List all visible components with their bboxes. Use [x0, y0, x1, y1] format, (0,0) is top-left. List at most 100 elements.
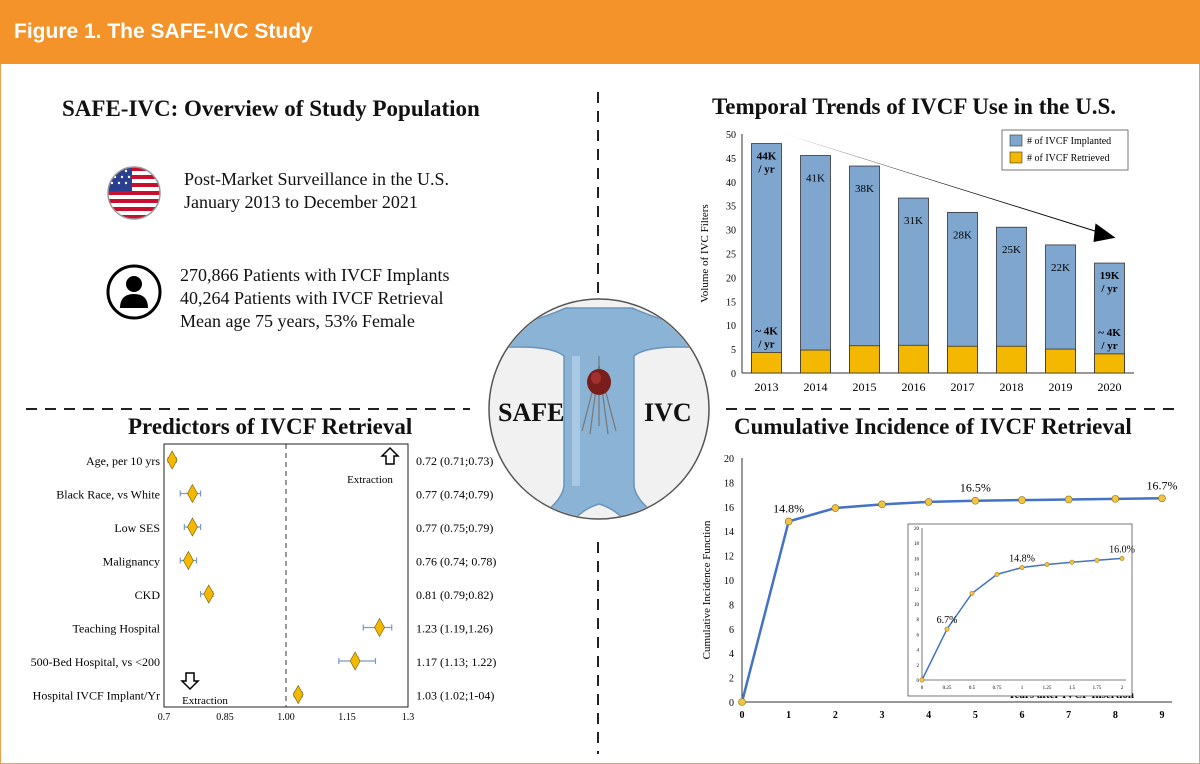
- inset-y-tick-label: 10: [914, 603, 920, 608]
- forest-annotation-up: Extraction: [347, 474, 393, 486]
- up-arrow-icon: [380, 446, 400, 465]
- person-icon: [106, 264, 162, 320]
- bar-x-tick-label: 2016: [902, 380, 926, 394]
- bar-y-tick-label: 0: [731, 369, 736, 380]
- inset-y-tick-label: 2: [917, 664, 920, 669]
- line-x-tick-label: 2: [833, 710, 838, 721]
- ivc-filter-illustration: [488, 298, 710, 520]
- bar-retrieved-label: ~ 4K: [1098, 327, 1121, 339]
- bar-legend: # of IVCF Implanted # of IVCF Retrieved: [1001, 129, 1129, 171]
- bar-legend-box: [1001, 129, 1129, 171]
- bar-legend-label-implanted: # of IVCF Implanted: [1027, 136, 1111, 147]
- bar-retrieved-suffix: / yr: [757, 338, 774, 350]
- bar-x-tick-label: 2017: [951, 380, 975, 394]
- bar-retrieved: [1045, 348, 1076, 374]
- inset-annotation: 6.7%: [937, 615, 958, 626]
- bar-value-label: 41K: [806, 173, 825, 185]
- bar-y-tick-label: 15: [726, 297, 736, 308]
- inset-y-tick-label: 0: [917, 679, 920, 684]
- inset-line-point: [1019, 565, 1025, 570]
- forest-estimate-marker: [374, 617, 385, 638]
- line-y-tick-label: 2: [729, 674, 734, 685]
- inset-x-tick-label: 0.25: [943, 686, 952, 691]
- bar-x-tick-label: 2013: [755, 380, 779, 394]
- forest-row-estimate-text: 1.03 (1.02;1-04): [416, 689, 494, 703]
- bar-y-tick-label: 20: [726, 273, 736, 284]
- line-point: [831, 504, 840, 512]
- inset-x-tick-label: 0: [921, 686, 924, 691]
- inset-annotation: 14.8%: [1009, 554, 1035, 565]
- us-flag-icon: [107, 166, 161, 220]
- forest-row-label: Malignancy: [103, 555, 160, 569]
- bar-x-tick-label: 2020: [1098, 380, 1122, 394]
- line-point: [924, 498, 933, 506]
- overview-line-1: Post-Market Surveillance in the U.S.: [184, 169, 449, 189]
- line-x-tick-label: 4: [926, 710, 931, 721]
- line-y-tick-label: 8: [729, 600, 734, 611]
- section-dividers: [26, 92, 1180, 754]
- bar-value-label: 44K: [757, 151, 777, 163]
- inset-x-tick-label: 0.5: [969, 686, 976, 691]
- line-x-tick-label: 5: [973, 710, 978, 721]
- line-point: [1111, 495, 1120, 503]
- forest-row-label: Hospital IVCF Implant/Yr: [33, 689, 160, 703]
- bar-legend-swatch-implanted: [1009, 134, 1023, 147]
- forest-estimate-marker: [183, 550, 194, 571]
- overview-line-5: Mean age 75 years, 53% Female: [180, 311, 415, 331]
- forest-x-tick-label: 1.00: [277, 712, 295, 723]
- bar-retrieved: [849, 345, 880, 374]
- bar-retrieved: [947, 345, 978, 374]
- bar-retrieved: [800, 349, 831, 374]
- forest-row-label: Black Race, vs White: [56, 488, 160, 502]
- forest-x-tick-label: 0.7: [158, 712, 171, 723]
- line-point: [1018, 496, 1026, 504]
- forest-x-tick-label: 1.3: [402, 712, 415, 723]
- forest-estimate-marker: [203, 584, 215, 604]
- inset-x-tick-label: 1: [1021, 686, 1024, 691]
- bar-x-tick-label: 2018: [1000, 380, 1024, 394]
- forest-row-estimate-text: 0.81 (0.79;0.82): [416, 588, 493, 602]
- forest-row-label: 500-Bed Hospital, vs <200: [31, 655, 160, 669]
- forest-estimate-marker: [349, 651, 361, 671]
- bar-value-label: 22K: [1051, 262, 1070, 274]
- bar-chart: 0 5 10 15 20 25 30 35 40 45 50 Volume of IVC Filter…: [699, 129, 1134, 394]
- inset-y-tick-label: 14: [914, 573, 920, 578]
- forest-plot: 0.7 0.85 1.00 1.15 1.3 Age, per 10 yrs 0.72 (0…: [31, 443, 496, 723]
- bar-legend-swatch-retrieved: [1009, 151, 1023, 164]
- bar-implanted: [800, 155, 831, 374]
- line-x-tick-label: 6: [1020, 710, 1025, 721]
- bar-y-tick-label: 10: [726, 321, 736, 332]
- line-y-axis-label: Cumulative Incidence Function: [701, 520, 713, 659]
- forest-row-estimate-text: 0.77 (0.74;0.79): [416, 488, 493, 502]
- forest-row-label: Low SES: [114, 521, 160, 535]
- line-y-tick-label: 12: [724, 552, 734, 563]
- inset-y-tick-label: 4: [917, 649, 920, 654]
- line-point: [1158, 494, 1166, 503]
- bar-y-tick-label: 40: [726, 178, 736, 189]
- line-series: [740, 497, 1163, 703]
- line-y-tick-label: 4: [729, 649, 734, 660]
- inset-line-point: [994, 571, 1000, 577]
- line-x-tick-label: 8: [1113, 710, 1118, 721]
- bar-retrieved: [898, 344, 929, 374]
- forest-estimate-marker: [187, 483, 198, 504]
- bar-y-axis-label: Volume of IVC Filters: [699, 204, 711, 303]
- trend-arrow-head: [1093, 223, 1116, 243]
- bar-y-tick-label: 35: [726, 202, 736, 213]
- line-annotation: 16.7%: [1147, 478, 1178, 492]
- bar-x-tick-label: 2015: [853, 380, 877, 394]
- inset-line-point: [1069, 559, 1075, 565]
- overview-line-2: January 2013 to December 2021: [184, 192, 418, 212]
- forest-x-tick-label: 1.15: [338, 712, 356, 723]
- line-y-tick-label: 14: [724, 527, 734, 538]
- bar-x-tick-label: 2014: [804, 380, 828, 394]
- line-y-tick-label: 0: [729, 698, 734, 709]
- bar-value-label: 31K: [904, 215, 923, 227]
- bar-retrieved: [1094, 353, 1125, 374]
- line-x-tick-label: 7: [1066, 710, 1071, 721]
- line-y-tick-label: 10: [724, 576, 734, 587]
- inset-frame: [907, 523, 1133, 697]
- forest-annotation-down: Extraction: [182, 695, 228, 707]
- inset-line-point: [1119, 555, 1125, 561]
- bar-value-suffix: / yr: [1100, 283, 1117, 295]
